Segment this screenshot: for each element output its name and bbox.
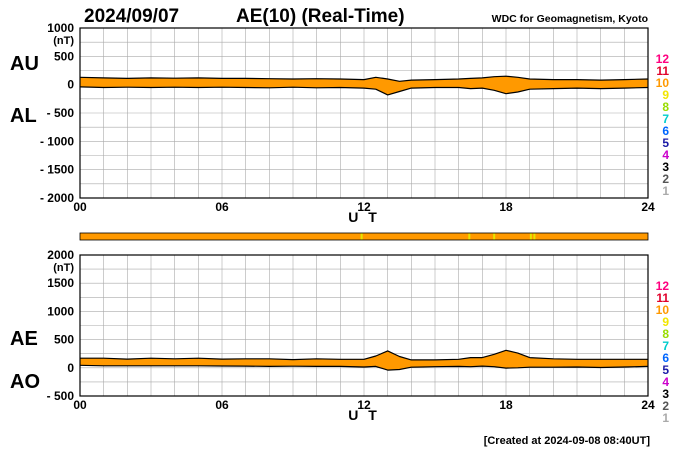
legend-entry-5: 5: [662, 136, 669, 150]
y-tick-label: 1000: [47, 21, 74, 35]
x-tick-label: 06: [215, 398, 229, 412]
legend-entry-3: 3: [662, 160, 669, 174]
legend-entry-1: 1: [662, 184, 669, 198]
x-tick-label: 18: [499, 200, 513, 214]
y-tick-label: - 500: [47, 106, 75, 120]
y-tick-label: 1500: [47, 276, 74, 290]
x-tick-label: 06: [215, 200, 229, 214]
series-line-ao: [79, 364, 649, 371]
ae-ao-y-ticks: 2000 1500 1000 500 0 - 500: [47, 248, 75, 403]
legend-entry-3: 3: [662, 387, 669, 401]
y-tick-label: 500: [54, 333, 74, 347]
y-tick-label: 500: [54, 49, 74, 63]
x-tick-label: 12: [357, 200, 371, 214]
legend-entry-12: 12: [656, 279, 670, 293]
au-al-grid: [80, 28, 648, 198]
label-ao: AO: [10, 371, 40, 393]
au-al-area: [79, 75, 649, 96]
au-al-plot-frame: [79, 27, 649, 199]
y-tick-label: - 1000: [40, 134, 74, 148]
legend-entry-1: 1: [662, 411, 669, 425]
x-tick-label: 00: [73, 200, 87, 214]
legend-entry-6: 6: [662, 124, 669, 138]
station-bar-gap: [533, 233, 536, 240]
legend-entry-9: 9: [662, 315, 669, 329]
legend-entry-10: 10: [656, 76, 670, 90]
ae-ao-area: [79, 349, 649, 371]
y-tick-label: - 1500: [40, 163, 74, 177]
legend-entry-7: 7: [662, 339, 669, 353]
legend-entry-4: 4: [662, 375, 669, 389]
y-tick-label: - 2000: [40, 191, 74, 205]
ae-ao-x-axis-label: U T: [348, 407, 380, 423]
x-tick-label: 24: [641, 398, 655, 412]
legend-entry-5: 5: [662, 363, 669, 377]
legend-entry-8: 8: [662, 327, 669, 341]
label-ae: AE: [10, 328, 38, 350]
ae-ao-x-ticks: 00 06 12 18 24: [73, 398, 655, 412]
x-tick-label: 24: [641, 200, 655, 214]
y-tick-label: 0: [67, 78, 74, 92]
header-title: AE(10) (Real-Time): [236, 6, 405, 27]
legend-entry-11: 11: [656, 291, 669, 305]
header-date: 2024/09/07: [84, 6, 179, 27]
legend-entry-9: 9: [662, 88, 669, 102]
ae-ao-unit-label: (nT): [53, 262, 74, 274]
header-source: WDC for Geomagnetism, Kyoto: [492, 13, 648, 25]
series-line-au: [79, 75, 649, 82]
legend-entry-4: 4: [662, 148, 669, 162]
au-al-x-ticks: 00 06 12 18 24: [73, 200, 655, 214]
y-tick-label: - 500: [47, 389, 75, 403]
station-bar-gap: [529, 233, 532, 240]
created-timestamp: [Created at 2024-09-08 08:40UT]: [484, 435, 651, 447]
legend-entry-10: 10: [656, 303, 670, 317]
x-tick-label: 00: [73, 398, 87, 412]
au-al-x-axis-label: U T: [348, 209, 380, 225]
legend-entry-7: 7: [662, 112, 669, 126]
series-fill-area: [80, 350, 648, 371]
y-tick-label: 2000: [47, 248, 74, 262]
au-al-y-ticks: 1000 500 0 - 500 - 1000 - 1500 - 2000: [40, 21, 74, 205]
x-tick-label: 18: [499, 398, 513, 412]
legend-entry-6: 6: [662, 351, 669, 365]
legend-entry-2: 2: [662, 172, 669, 186]
station-bar-fill: [79, 232, 649, 241]
legend-entry-8: 8: [662, 100, 669, 114]
y-tick-label: 1000: [47, 304, 74, 318]
ae-ao-grid: [80, 255, 648, 396]
station-availability-bar: [79, 232, 649, 241]
legend-entry-12: 12: [656, 52, 670, 66]
au-al-unit-label: (nT): [53, 35, 74, 47]
y-tick-label: 0: [67, 361, 74, 375]
legend-entry-11: 11: [656, 64, 669, 78]
label-au: AU: [10, 53, 39, 75]
panel-ae-ao: 2000 1500 1000 500 0 - 500 00 06 12 18 24 (nT) AE…: [10, 248, 655, 423]
legend-entry-2: 2: [662, 399, 669, 413]
x-tick-label: 12: [357, 398, 371, 412]
ae-ao-plot-frame: [79, 254, 649, 397]
label-al: AL: [10, 105, 37, 127]
station-bar-gap: [360, 233, 363, 240]
panel-au-al: 1000 500 0 - 500 - 1000 - 1500 - 2000 00 06 12 18…: [10, 21, 655, 225]
station-bar-gap: [493, 233, 496, 240]
series-fill-area: [80, 76, 648, 95]
series-line-ae: [80, 349, 648, 361]
station-bar-gap: [468, 233, 471, 240]
series-line-al: [79, 86, 649, 96]
